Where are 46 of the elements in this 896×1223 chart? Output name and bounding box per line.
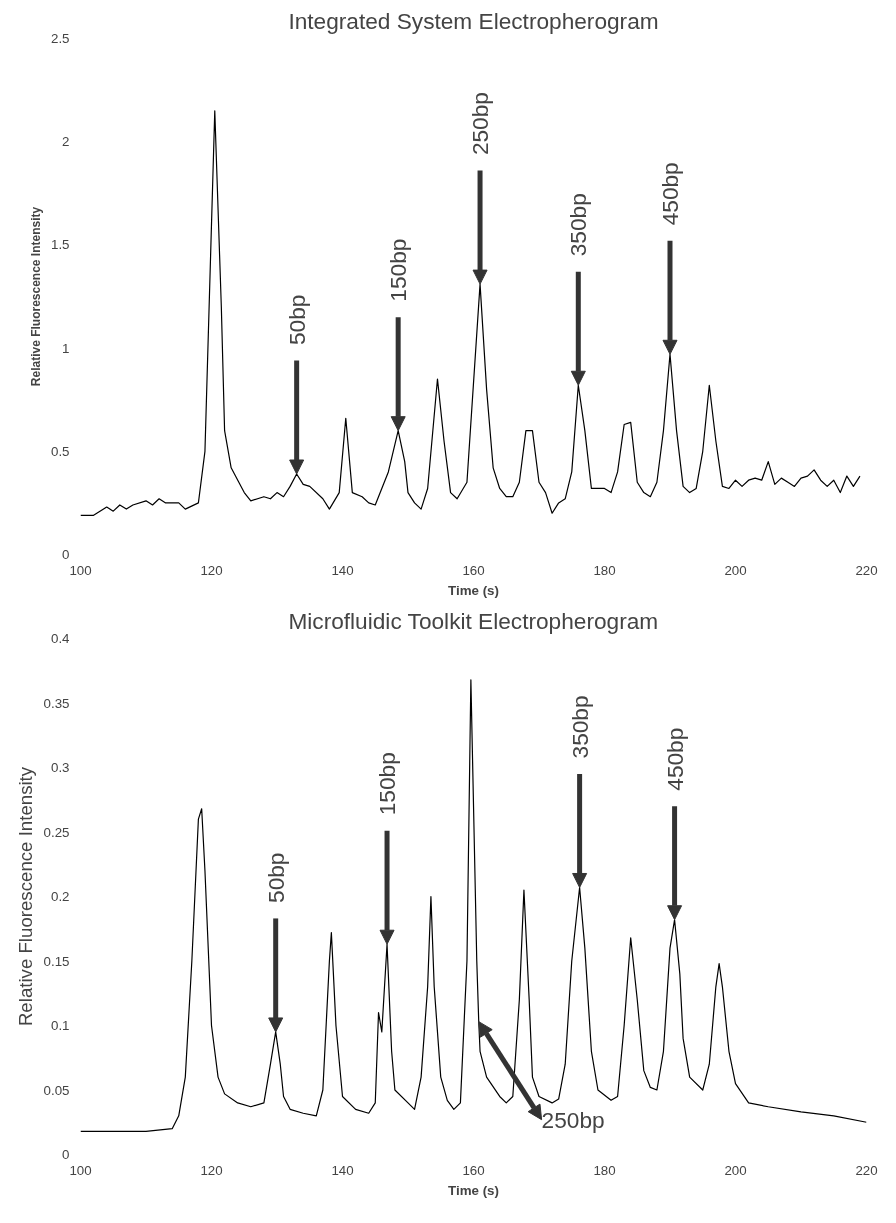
annotation: 250bp [541, 1106, 605, 1133]
x-tick-label: 220 [855, 562, 878, 578]
annotation: 50bp [262, 852, 289, 903]
x-tick-label: 140 [331, 562, 354, 578]
x-tick-label: 120 [200, 1162, 223, 1178]
annotation: 150bp [385, 238, 412, 302]
y-tick-label: 0.15 [43, 953, 70, 969]
annotation: 50bp [283, 294, 310, 345]
y-tick-label: 0.5 [50, 443, 70, 459]
annotation: 350bp [565, 193, 592, 257]
y-tick-label: 1.5 [50, 237, 70, 253]
chart-title: Microfluidic Toolkit Electropherogram [288, 607, 659, 634]
y-axis-title: Relative Fluorescence Intensity [28, 206, 43, 387]
y-tick-label: 0.1 [50, 1018, 70, 1033]
x-tick-label: 220 [855, 1162, 878, 1178]
annotation: 250bp [467, 92, 494, 156]
y-tick-label: 2 [62, 134, 70, 150]
y-tick-label: 0 [62, 1147, 70, 1162]
x-tick-label: 180 [593, 562, 616, 578]
y-axis-title: Relative Fluorescence Intensity [14, 766, 36, 1027]
y-tick-label: 0.25 [43, 824, 70, 840]
x-tick-label: 200 [724, 562, 747, 578]
y-tick-label: 0 [62, 547, 70, 562]
chart-title: Integrated System Electropherogram [288, 7, 659, 34]
y-tick-label: 1 [62, 340, 70, 356]
x-axis-title: Time (s) [448, 582, 499, 598]
y-tick-label: 0.05 [43, 1082, 70, 1098]
annotation: 450bp [657, 162, 683, 226]
x-tick-label: 140 [331, 1162, 354, 1178]
x-tick-label: 160 [462, 1162, 485, 1178]
x-tick-label: 100 [69, 562, 92, 578]
line-series [80, 679, 867, 1132]
y-tick-label: 0.35 [43, 695, 70, 711]
x-tick-label: 120 [200, 562, 223, 578]
annotation: 450bp [661, 727, 688, 791]
y-tick-label: 2.5 [50, 31, 70, 46]
x-axis-title: Time (s) [448, 1182, 499, 1198]
y-tick-label: 0.2 [50, 889, 70, 904]
x-tick-label: 200 [724, 1162, 747, 1178]
annotation: 350bp [566, 695, 593, 759]
y-tick-label: 0.3 [50, 760, 70, 775]
annotation: 150bp [374, 752, 401, 816]
x-tick-label: 180 [593, 1162, 616, 1178]
y-tick-label: 0.4 [50, 631, 71, 646]
x-tick-label: 100 [69, 1162, 92, 1178]
x-tick-label: 160 [462, 562, 485, 578]
